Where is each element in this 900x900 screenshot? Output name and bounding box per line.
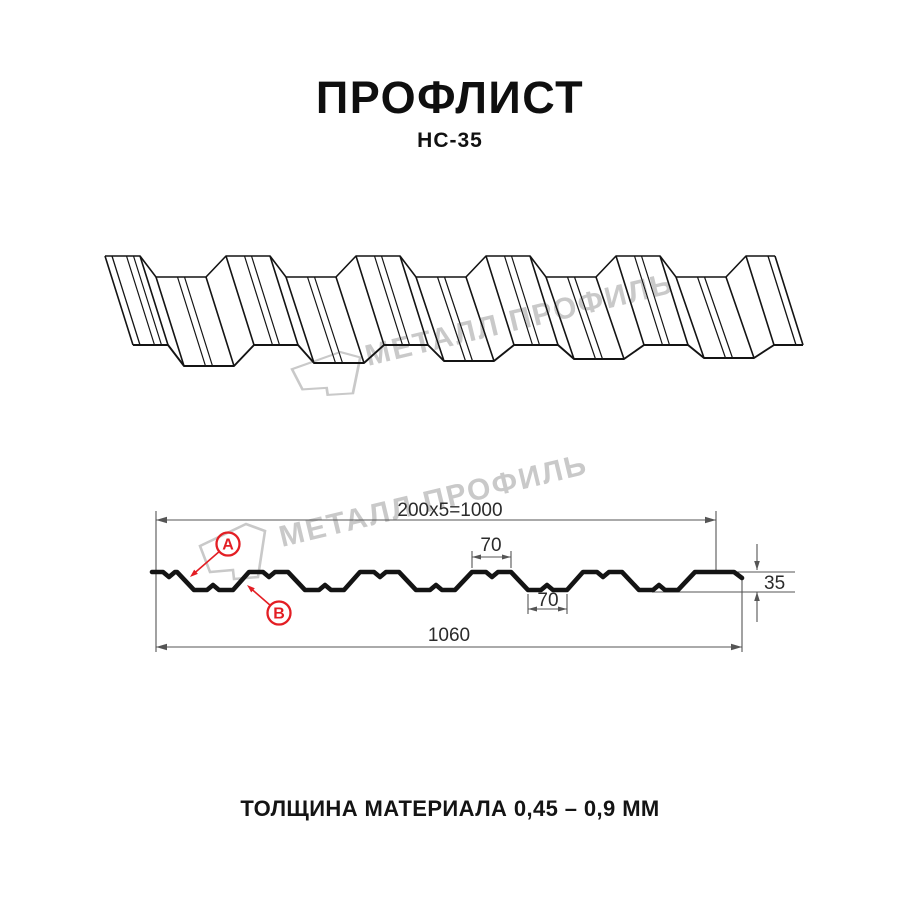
dimension-lines	[155, 511, 795, 652]
dim-overall-width: 1060	[428, 625, 470, 646]
marker-b-circle	[266, 600, 292, 626]
sheet-end-edges	[111, 255, 797, 346]
profile-section-line	[149, 569, 745, 593]
dimension-arrowheads	[156, 516, 760, 651]
profile-code: НС-35	[417, 129, 483, 152]
marker-a-circle	[215, 531, 241, 557]
sheet-front-edge	[133, 344, 803, 367]
sheet-trough-ribs	[176, 276, 734, 367]
cross-section-diagram: 200x5=1000 70 70 35 1060 A B	[149, 500, 795, 652]
marker-b-arrowhead	[247, 585, 255, 593]
sheet-back-edge	[105, 255, 775, 278]
marker-b: B	[247, 585, 292, 626]
watermark-lower: МЕТАЛЛ ПРОФИЛЬ	[198, 448, 591, 581]
sheet-body	[105, 256, 803, 366]
sheet-crest-ribs	[125, 255, 671, 346]
sheet-face-edges	[104, 255, 804, 367]
marker-a-label: A	[222, 537, 234, 554]
marker-b-arrow	[250, 587, 271, 607]
dim-rib-bottom-width: 70	[537, 590, 558, 611]
page-title: ПРОФЛИСТ	[315, 72, 585, 123]
dim-rib-top-width: 70	[480, 535, 501, 556]
marker-a-arrow	[193, 550, 220, 575]
marker-a-arrowhead	[190, 569, 198, 577]
dim-profile-height: 35	[764, 573, 785, 594]
dim-working-width: 200x5=1000	[397, 500, 502, 521]
thickness-caption: ТОЛЩИНА МАТЕРИАЛА 0,45 – 0,9 ММ	[240, 796, 660, 821]
sheet-3d-drawing	[104, 255, 804, 367]
marker-a: A	[190, 531, 241, 577]
marker-b-label: B	[273, 606, 285, 623]
